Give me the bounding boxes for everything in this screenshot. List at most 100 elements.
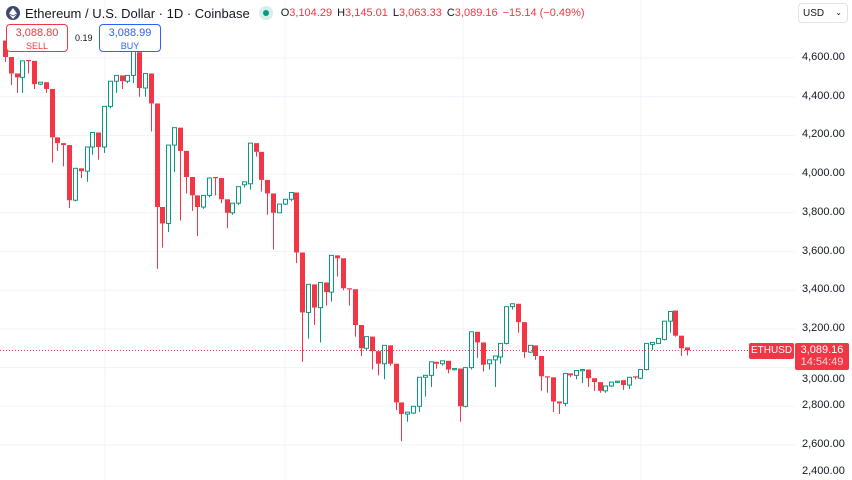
price-tick-label: 4,600.00	[802, 51, 845, 63]
candle-body-down	[190, 177, 195, 196]
candle-body-up	[656, 338, 661, 344]
price-tick-label: 4,000.00	[802, 167, 845, 180]
symbol-header: Ethereum / U.S. Dollar · 1D · Coinbase O…	[6, 4, 585, 22]
candle-body-up	[463, 367, 468, 407]
candle-body-down	[160, 206, 165, 224]
candle-body-up	[638, 369, 643, 379]
candle-body-down	[300, 252, 305, 313]
candle-body-up	[201, 194, 206, 208]
candle-body-down	[271, 193, 276, 213]
candle-body-up	[114, 74, 119, 82]
candle-body-down	[15, 73, 20, 78]
candle-body-up	[627, 376, 632, 386]
candle-body-down	[9, 57, 14, 74]
price-tick-label: 4,200.00	[802, 128, 845, 141]
candle-body-down	[353, 289, 358, 326]
price-tick-label: 2,800.00	[802, 399, 845, 412]
spread-value: 0.19	[75, 33, 93, 43]
symbol-price-label: ETHUSD	[749, 343, 794, 359]
candle-body-up	[38, 81, 43, 85]
candle-body-up	[423, 374, 428, 378]
price-tick-label: 4,400.00	[802, 89, 845, 102]
buy-button[interactable]: 3,088.99 BUY	[99, 24, 161, 52]
market-open-status-icon[interactable]	[258, 6, 273, 20]
candle-body-up	[668, 310, 673, 322]
candle-body-up	[318, 281, 323, 309]
candle-body-down	[294, 192, 299, 253]
low-value: L3,063.33	[392, 7, 442, 19]
candle-body-down	[568, 373, 573, 376]
candle-body-down	[359, 325, 364, 349]
candle-body-down	[195, 195, 200, 207]
candle-body-down	[446, 360, 451, 370]
candle-body-down	[522, 322, 527, 353]
candle-body-up	[417, 376, 422, 407]
candle-body-down	[551, 377, 556, 402]
symbol-title[interactable]: Ethereum / U.S. Dollar · 1D · Coinbase	[25, 5, 250, 21]
candle-body-down	[376, 351, 381, 364]
candle-body-down	[545, 376, 550, 378]
candle-body-up	[580, 369, 585, 372]
candle-body-down	[219, 177, 224, 200]
candle-body-up	[248, 142, 253, 185]
candle-body-down	[370, 336, 375, 352]
sell-button[interactable]: 3,088.80 SELL	[6, 24, 68, 52]
candle-body-up	[493, 355, 498, 361]
candle-body-down	[254, 143, 259, 152]
candle-body-up	[207, 177, 212, 196]
candle-body-up	[364, 336, 369, 349]
candle-body-up	[609, 381, 614, 387]
open-value: O3,104.29	[280, 7, 333, 19]
candle-body-up	[405, 411, 410, 415]
candle-body-down	[341, 258, 346, 289]
candle-body-down	[539, 355, 544, 377]
currency-select[interactable]: USD ⌄	[798, 3, 848, 23]
candle-body-down	[26, 59, 31, 62]
candle-body-down	[96, 132, 101, 148]
candle-body-down	[673, 310, 678, 336]
candle-body-up	[102, 105, 107, 148]
candle-body-down	[592, 378, 597, 383]
candle-body-down	[178, 127, 183, 151]
price-tick-label: 3,200.00	[802, 321, 845, 334]
candle-body-up	[230, 202, 235, 214]
candle-body-up	[73, 167, 78, 201]
price-tick-label: 2,400.00	[802, 465, 845, 477]
candle-body-down	[533, 345, 538, 356]
price-tick-label: 3,000.00	[802, 373, 845, 385]
price-tick-label: 3,600.00	[802, 244, 845, 257]
last-price-badge: 3,089.16 14:54:49	[795, 343, 849, 370]
candle-body-down	[213, 177, 218, 179]
candle-body-down	[399, 402, 404, 415]
candle-body-down	[347, 288, 352, 290]
candle-body-up	[242, 181, 247, 186]
candle-body-up	[452, 368, 457, 371]
price-tick-label: 2,600.00	[802, 438, 845, 450]
candle-body-down	[388, 345, 393, 364]
candle-body-down	[586, 369, 591, 379]
candle-body-down	[32, 60, 37, 85]
candle-body-down	[79, 168, 84, 172]
candle-body-down	[335, 255, 340, 259]
candle-body-up	[85, 146, 90, 172]
candle-body-up	[108, 80, 113, 107]
candle-body-down	[434, 361, 439, 364]
candle-body-up	[662, 320, 667, 341]
candle-body-up	[603, 385, 608, 392]
candle-body-down	[137, 52, 142, 88]
change-value: −15.14 (−0.49%)	[502, 7, 585, 19]
chevron-down-icon: ⌄	[835, 8, 842, 17]
candle-body-down	[225, 199, 230, 213]
price-tick-label: 3,800.00	[802, 205, 845, 218]
candle-body-up	[411, 405, 416, 414]
candle-body-down	[259, 151, 264, 180]
candle-body-up	[574, 370, 579, 376]
close-value: C3,089.16	[446, 7, 498, 19]
candle-body-down	[149, 73, 154, 104]
candle-body-up	[236, 186, 241, 204]
candle-body-down	[481, 342, 486, 365]
candle-body-down	[516, 303, 521, 323]
candle-body-down	[394, 363, 399, 403]
candle-body-up	[306, 283, 311, 313]
